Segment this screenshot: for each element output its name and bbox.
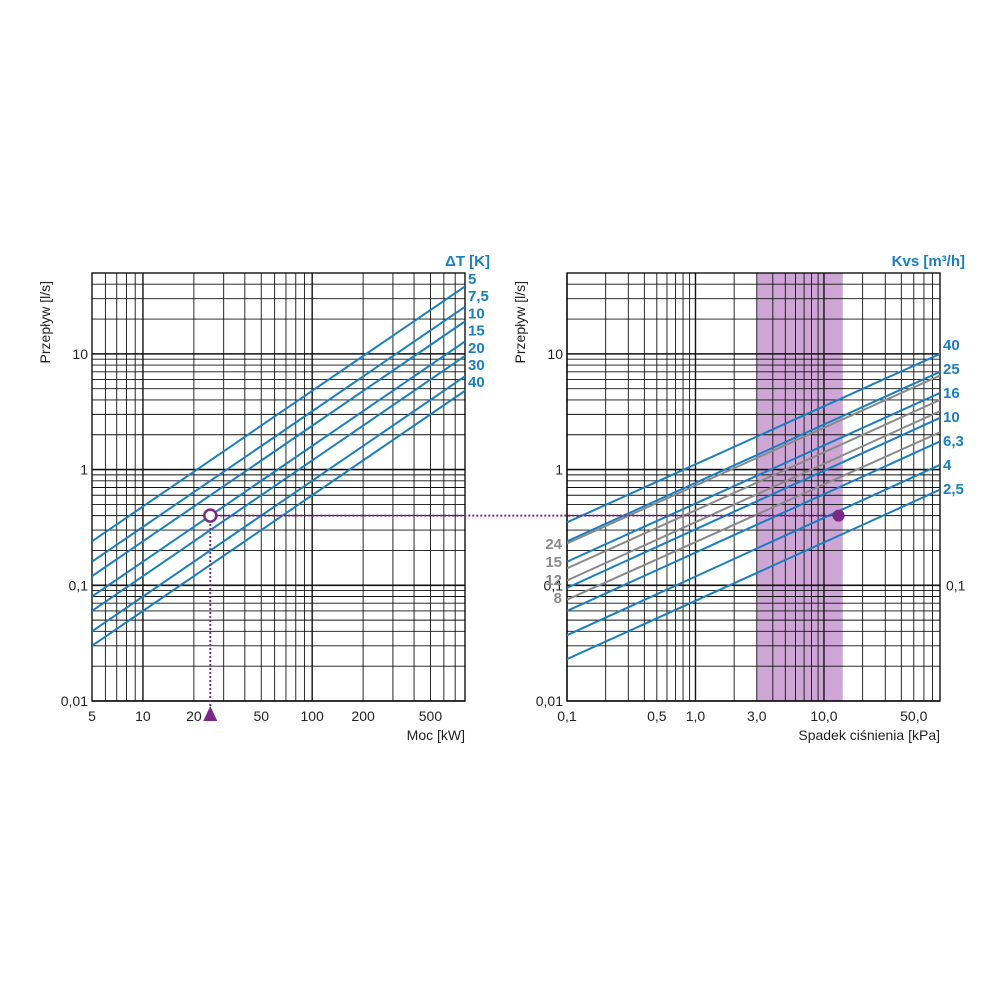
y-tick-label: 0,01 [61,693,88,709]
y-tick-label: 10 [72,346,88,362]
series-label-6-3: 6,3 [943,433,964,450]
y-tick-label: 0,1 [69,577,89,593]
series-label-20: 20 [468,340,485,357]
series-line-15-gray [567,399,940,570]
x-axis-label: Spadek ciśnienia [kPa] [798,727,940,743]
grid [91,272,466,702]
series-label-40: 40 [468,374,485,391]
series-label-40: 40 [943,337,960,354]
y-tick-label: 10 [547,346,563,362]
series-label-30: 30 [468,357,485,374]
x-tick-label: 50,0 [900,708,927,724]
series-line-30 [92,375,465,633]
shaded-band [756,273,843,701]
series-line-40 [567,352,940,524]
x-tick-label: 20 [186,708,202,724]
plot-frame [566,272,941,702]
x-tick-label: 200 [351,708,375,724]
legend-title: Kvs [m³/h] [892,253,965,270]
x-tick-label: 3,0 [747,708,767,724]
series-label-10: 10 [468,305,485,322]
grid [566,272,941,702]
plot-frame [91,272,466,702]
series-label-10: 10 [943,409,960,426]
y-axis-label: Przepływ [l/s] [37,281,53,363]
triangle-marker [203,706,218,721]
y-tick-label: 1 [555,462,563,478]
y-tick-label: 0,01 [536,693,563,709]
series-line-20 [92,355,465,612]
open-circle-marker [203,508,218,523]
series-line-4 [567,463,940,637]
connector-lines [209,514,833,706]
series-line-7-5 [92,306,465,563]
x-tick-label: 0,5 [647,708,667,724]
x-tick-label: 10,0 [810,708,837,724]
series-line-10 [92,320,465,577]
series-label-5: 5 [468,271,476,288]
series-line-40 [92,389,465,647]
y-axis-label: Przepływ [l/s] [512,281,528,363]
series-label-25: 25 [943,361,960,378]
x-tick-label: 500 [419,708,443,724]
series-label-16: 16 [943,385,960,402]
filled-circle-marker [832,509,845,522]
series-line-15 [92,340,465,598]
series-label-7-5: 7,5 [468,288,489,305]
series-line-25 [567,370,940,543]
x-tick-label: 10 [135,708,151,724]
series-label-gray-8: 8 [554,590,562,607]
x-tick-label: 100 [300,708,324,724]
legend-title: ΔT [K] [445,253,490,270]
x-tick-label: 50 [253,708,269,724]
series-line-24-gray [567,374,940,545]
right-y-tick-label: 0,1 [946,577,966,593]
left-chart-power-flow: 5 10 20 50 100 200 500 0,01 0,1 1 10 Moc [kW] Przepł… [37,253,490,743]
series-label-gray-24: 24 [545,536,562,553]
series-label-15: 15 [468,323,485,340]
series-line-12-gray [567,410,940,582]
y-tick-label: 1 [80,462,88,478]
series-label-gray-12: 12 [545,572,562,589]
x-axis-label: Moc [kW] [407,727,465,743]
x-tick-label: 5 [88,708,96,724]
series-group [92,285,465,647]
x-tick-label: 1,0 [686,708,706,724]
series-line-16 [567,391,940,563]
x-tick-label: 0,1 [557,708,577,724]
y-tick-label: 0,1 [544,577,564,593]
series-line-2-5 [567,488,940,661]
series-label-2-5: 2,5 [943,481,964,498]
series-label-4: 4 [943,457,952,474]
series-line-10 [567,416,940,589]
series-label-gray-15: 15 [545,554,562,571]
series-line-5 [92,285,465,543]
series-line-6-3 [567,440,940,612]
right-chart-pressure-flow: 0,1 0,5 1,0 3,0 10,0 50,00,010,11100,1Spadek … [512,253,966,743]
